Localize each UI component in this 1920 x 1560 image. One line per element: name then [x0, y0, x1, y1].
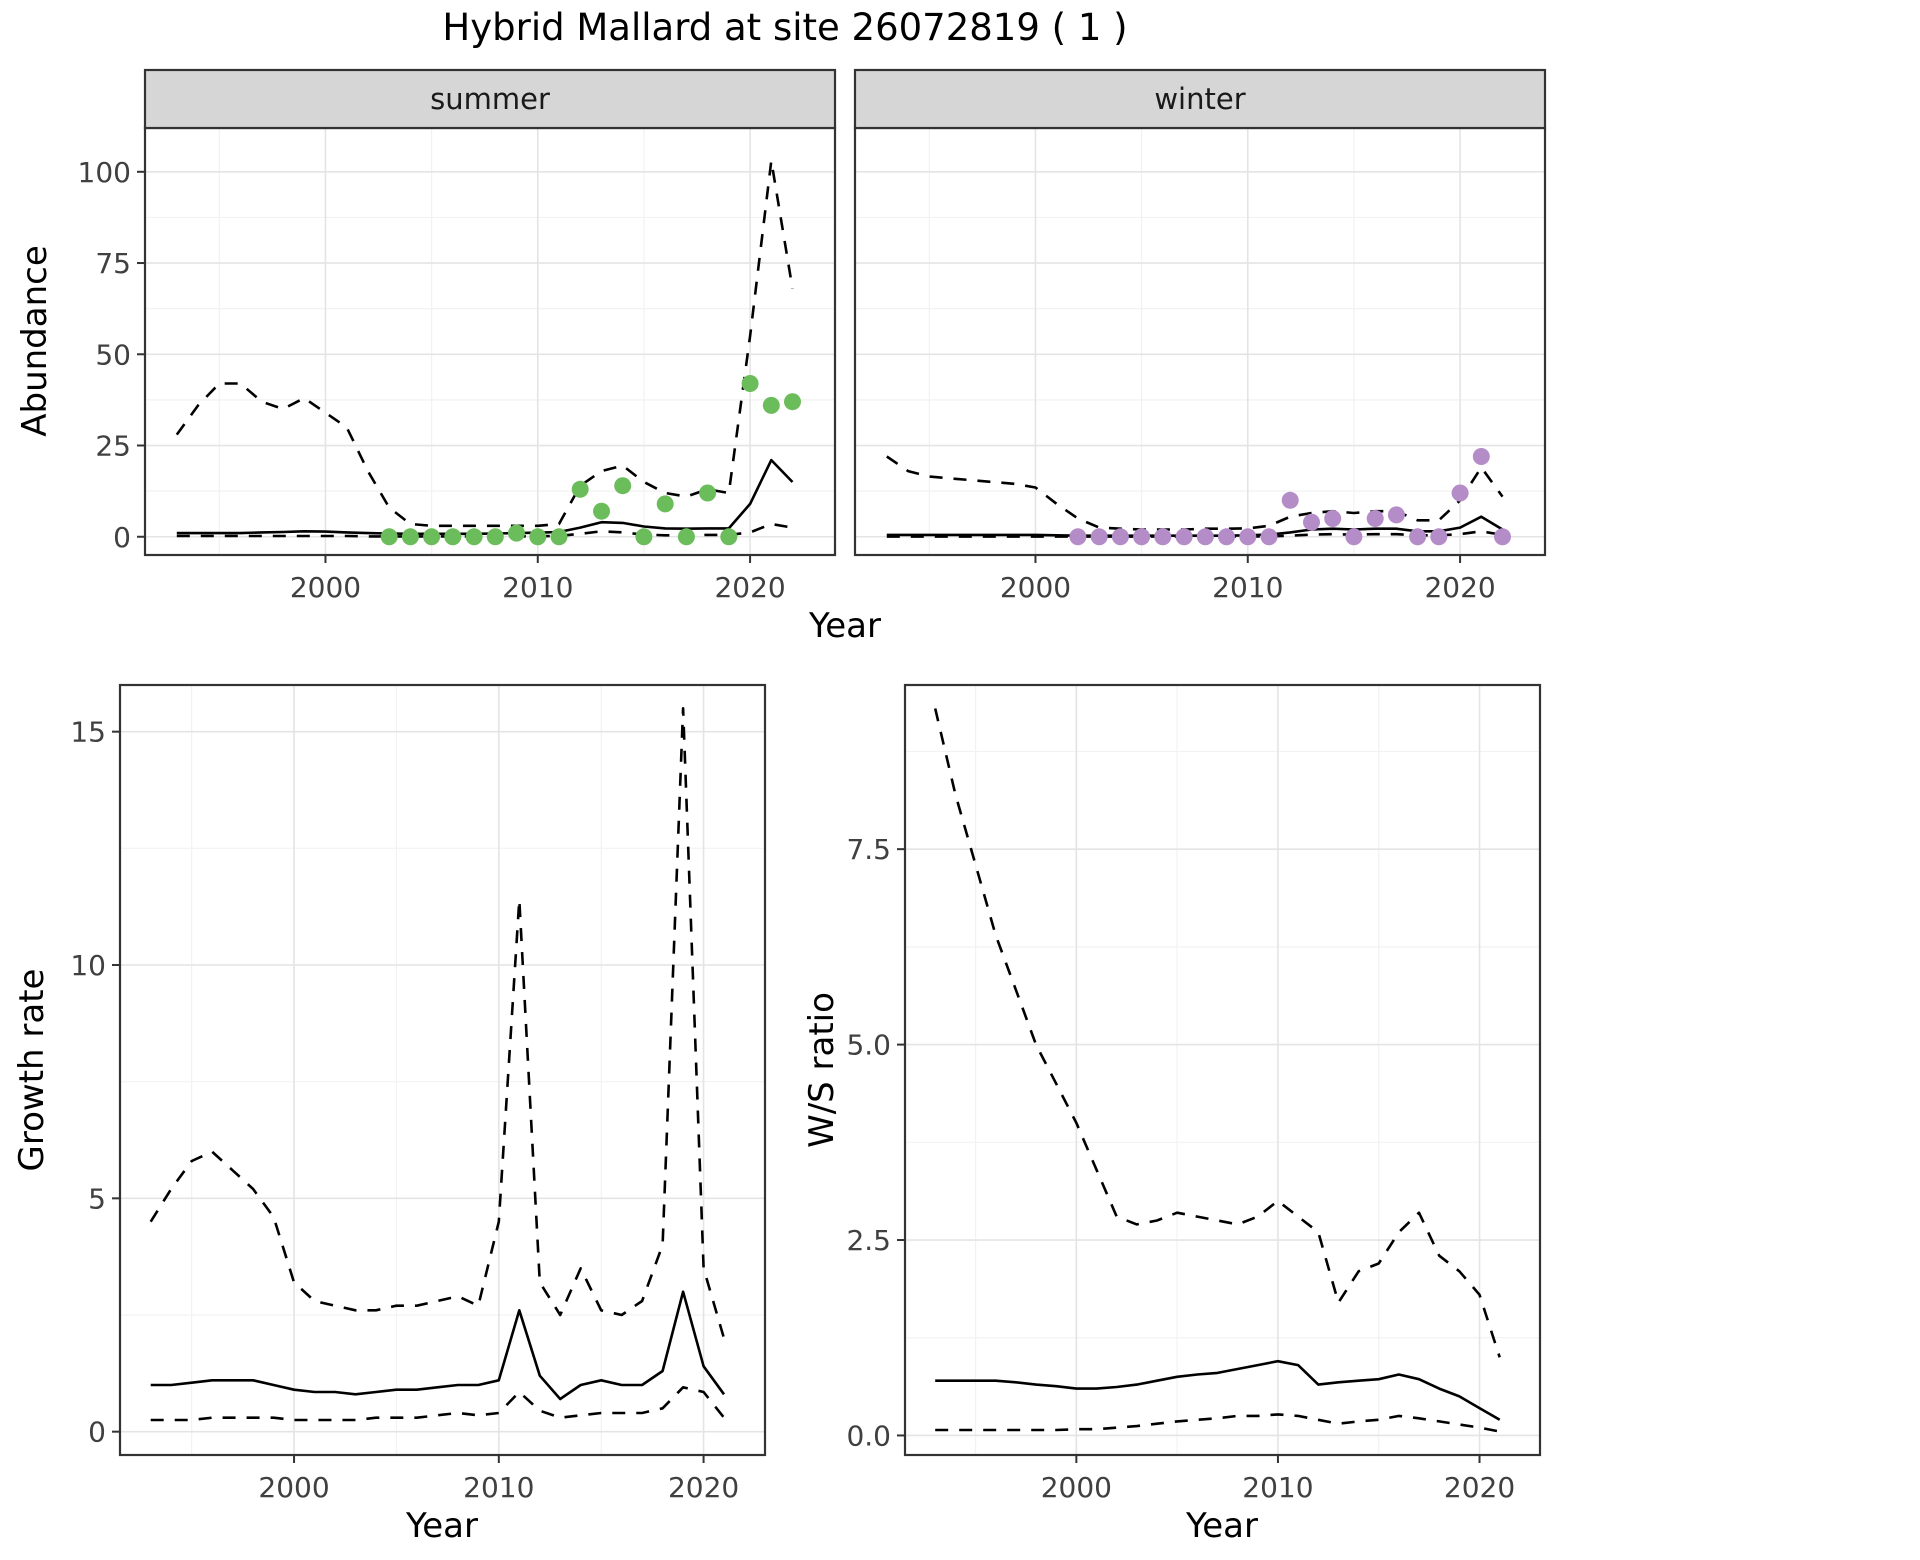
observation-point [1239, 528, 1257, 546]
observation-point [593, 502, 610, 520]
lower-95ci-line [886, 529, 1503, 538]
observation-point [635, 528, 653, 546]
observation-point [677, 528, 695, 546]
x-tick-label: 2000 [258, 1471, 329, 1504]
y-tick-label: 10 [70, 949, 106, 982]
observation-point [1281, 491, 1299, 509]
observation-point [529, 528, 547, 546]
x-tick-label: 2010 [1212, 571, 1283, 604]
y-tick-label: 15 [70, 716, 106, 749]
observation-point [1324, 510, 1342, 527]
observation-point [444, 528, 462, 546]
observation-point [1494, 528, 1511, 546]
observation-point [699, 484, 717, 502]
observation-point [720, 528, 738, 546]
observation-point [571, 480, 589, 498]
panel-border [903, 683, 1542, 1457]
observation-point [1090, 528, 1108, 546]
panel-background [145, 128, 835, 555]
observation-point [1472, 448, 1490, 465]
y-tick-label: 7.5 [846, 833, 891, 866]
observation-point [423, 528, 441, 546]
y-tick-label: 75 [95, 247, 131, 280]
y-tick-label: 0 [113, 521, 131, 554]
observation-point [1345, 528, 1363, 546]
observation-point [508, 524, 525, 542]
panel-background [120, 685, 765, 1455]
ws-ratio-panel: 2000 2010 2020 0.0 2.5 5.0 7.5 [846, 683, 1542, 1504]
abundance-summer-panel: summer 2000 2010 2020 0 25 50 75 100 [78, 68, 837, 604]
observation-point [1154, 528, 1172, 546]
observation-point [550, 528, 568, 546]
observation-point [656, 495, 674, 513]
observation-point [1260, 528, 1278, 546]
estimate-line [150, 1290, 726, 1401]
observation-point [784, 393, 801, 411]
facet-strip [853, 68, 1547, 130]
observation-point [1387, 506, 1405, 524]
y-tick-label: 2.5 [846, 1224, 891, 1257]
observation-point [401, 528, 419, 546]
abundance-winter-panel: winter 2000 2010 2020 [853, 68, 1547, 604]
x-tick-label: 2020 [1424, 571, 1495, 604]
facet-strip-label: summer [430, 82, 550, 116]
panel-border [118, 683, 767, 1457]
observation-point [762, 396, 780, 414]
observation-point [486, 528, 504, 546]
observation-point [1366, 510, 1384, 527]
observation-point [1409, 528, 1427, 546]
estimate-line [886, 515, 1504, 538]
x-tick-label: 2010 [502, 571, 573, 604]
facet-strip-label: winter [1154, 82, 1245, 116]
observation-point [1451, 484, 1469, 502]
y-tick-label: 50 [95, 338, 131, 371]
year-axis-title-ws: Year [1186, 1506, 1258, 1546]
observation-point [1196, 528, 1214, 546]
panel-background [905, 685, 1540, 1455]
observation-point [1218, 528, 1235, 546]
x-tick-label: 2020 [714, 571, 785, 604]
y-tick-label: 100 [78, 156, 131, 189]
x-tick-label: 2000 [290, 571, 361, 604]
x-tick-label: 2020 [1444, 1471, 1515, 1504]
observation-point [741, 375, 759, 392]
year-axis-title-top: Year [809, 606, 881, 646]
x-tick-label: 2000 [1000, 571, 1071, 604]
x-tick-label: 2020 [668, 1471, 739, 1504]
estimate-line [935, 1359, 1501, 1421]
x-tick-label: 2000 [1041, 1471, 1112, 1504]
growth-rate-axis-title: Growth rate [12, 968, 52, 1172]
observation-point [1111, 528, 1129, 546]
observation-point [1175, 528, 1193, 546]
y-tick-label: 5 [88, 1182, 106, 1215]
y-tick-label: 0 [88, 1416, 106, 1449]
y-tick-label: 0.0 [846, 1419, 891, 1452]
observation-point [465, 528, 483, 546]
observation-point [380, 528, 398, 546]
abundance-axis-title: Abundance [15, 245, 55, 437]
panel-background [855, 128, 1545, 555]
estimate-line [176, 458, 794, 536]
y-tick-label: 5.0 [846, 1029, 891, 1062]
y-tick-label: 25 [95, 430, 131, 463]
upper-95ci-line [933, 708, 1501, 1358]
facet-strip [143, 68, 837, 130]
observation-point [1069, 528, 1087, 546]
observation-point [1133, 528, 1151, 546]
growth-rate-panel: 2000 2010 2020 0 5 10 15 [70, 683, 767, 1504]
figure-title: Hybrid Mallard at site 26072819 ( 1 ) [442, 6, 1128, 49]
observation-point [614, 477, 632, 495]
year-axis-title-growth: Year [406, 1506, 478, 1546]
observation-point [1430, 528, 1448, 546]
x-tick-label: 2010 [463, 1471, 534, 1504]
observation-point [1303, 513, 1320, 531]
x-tick-label: 2010 [1242, 1471, 1313, 1504]
